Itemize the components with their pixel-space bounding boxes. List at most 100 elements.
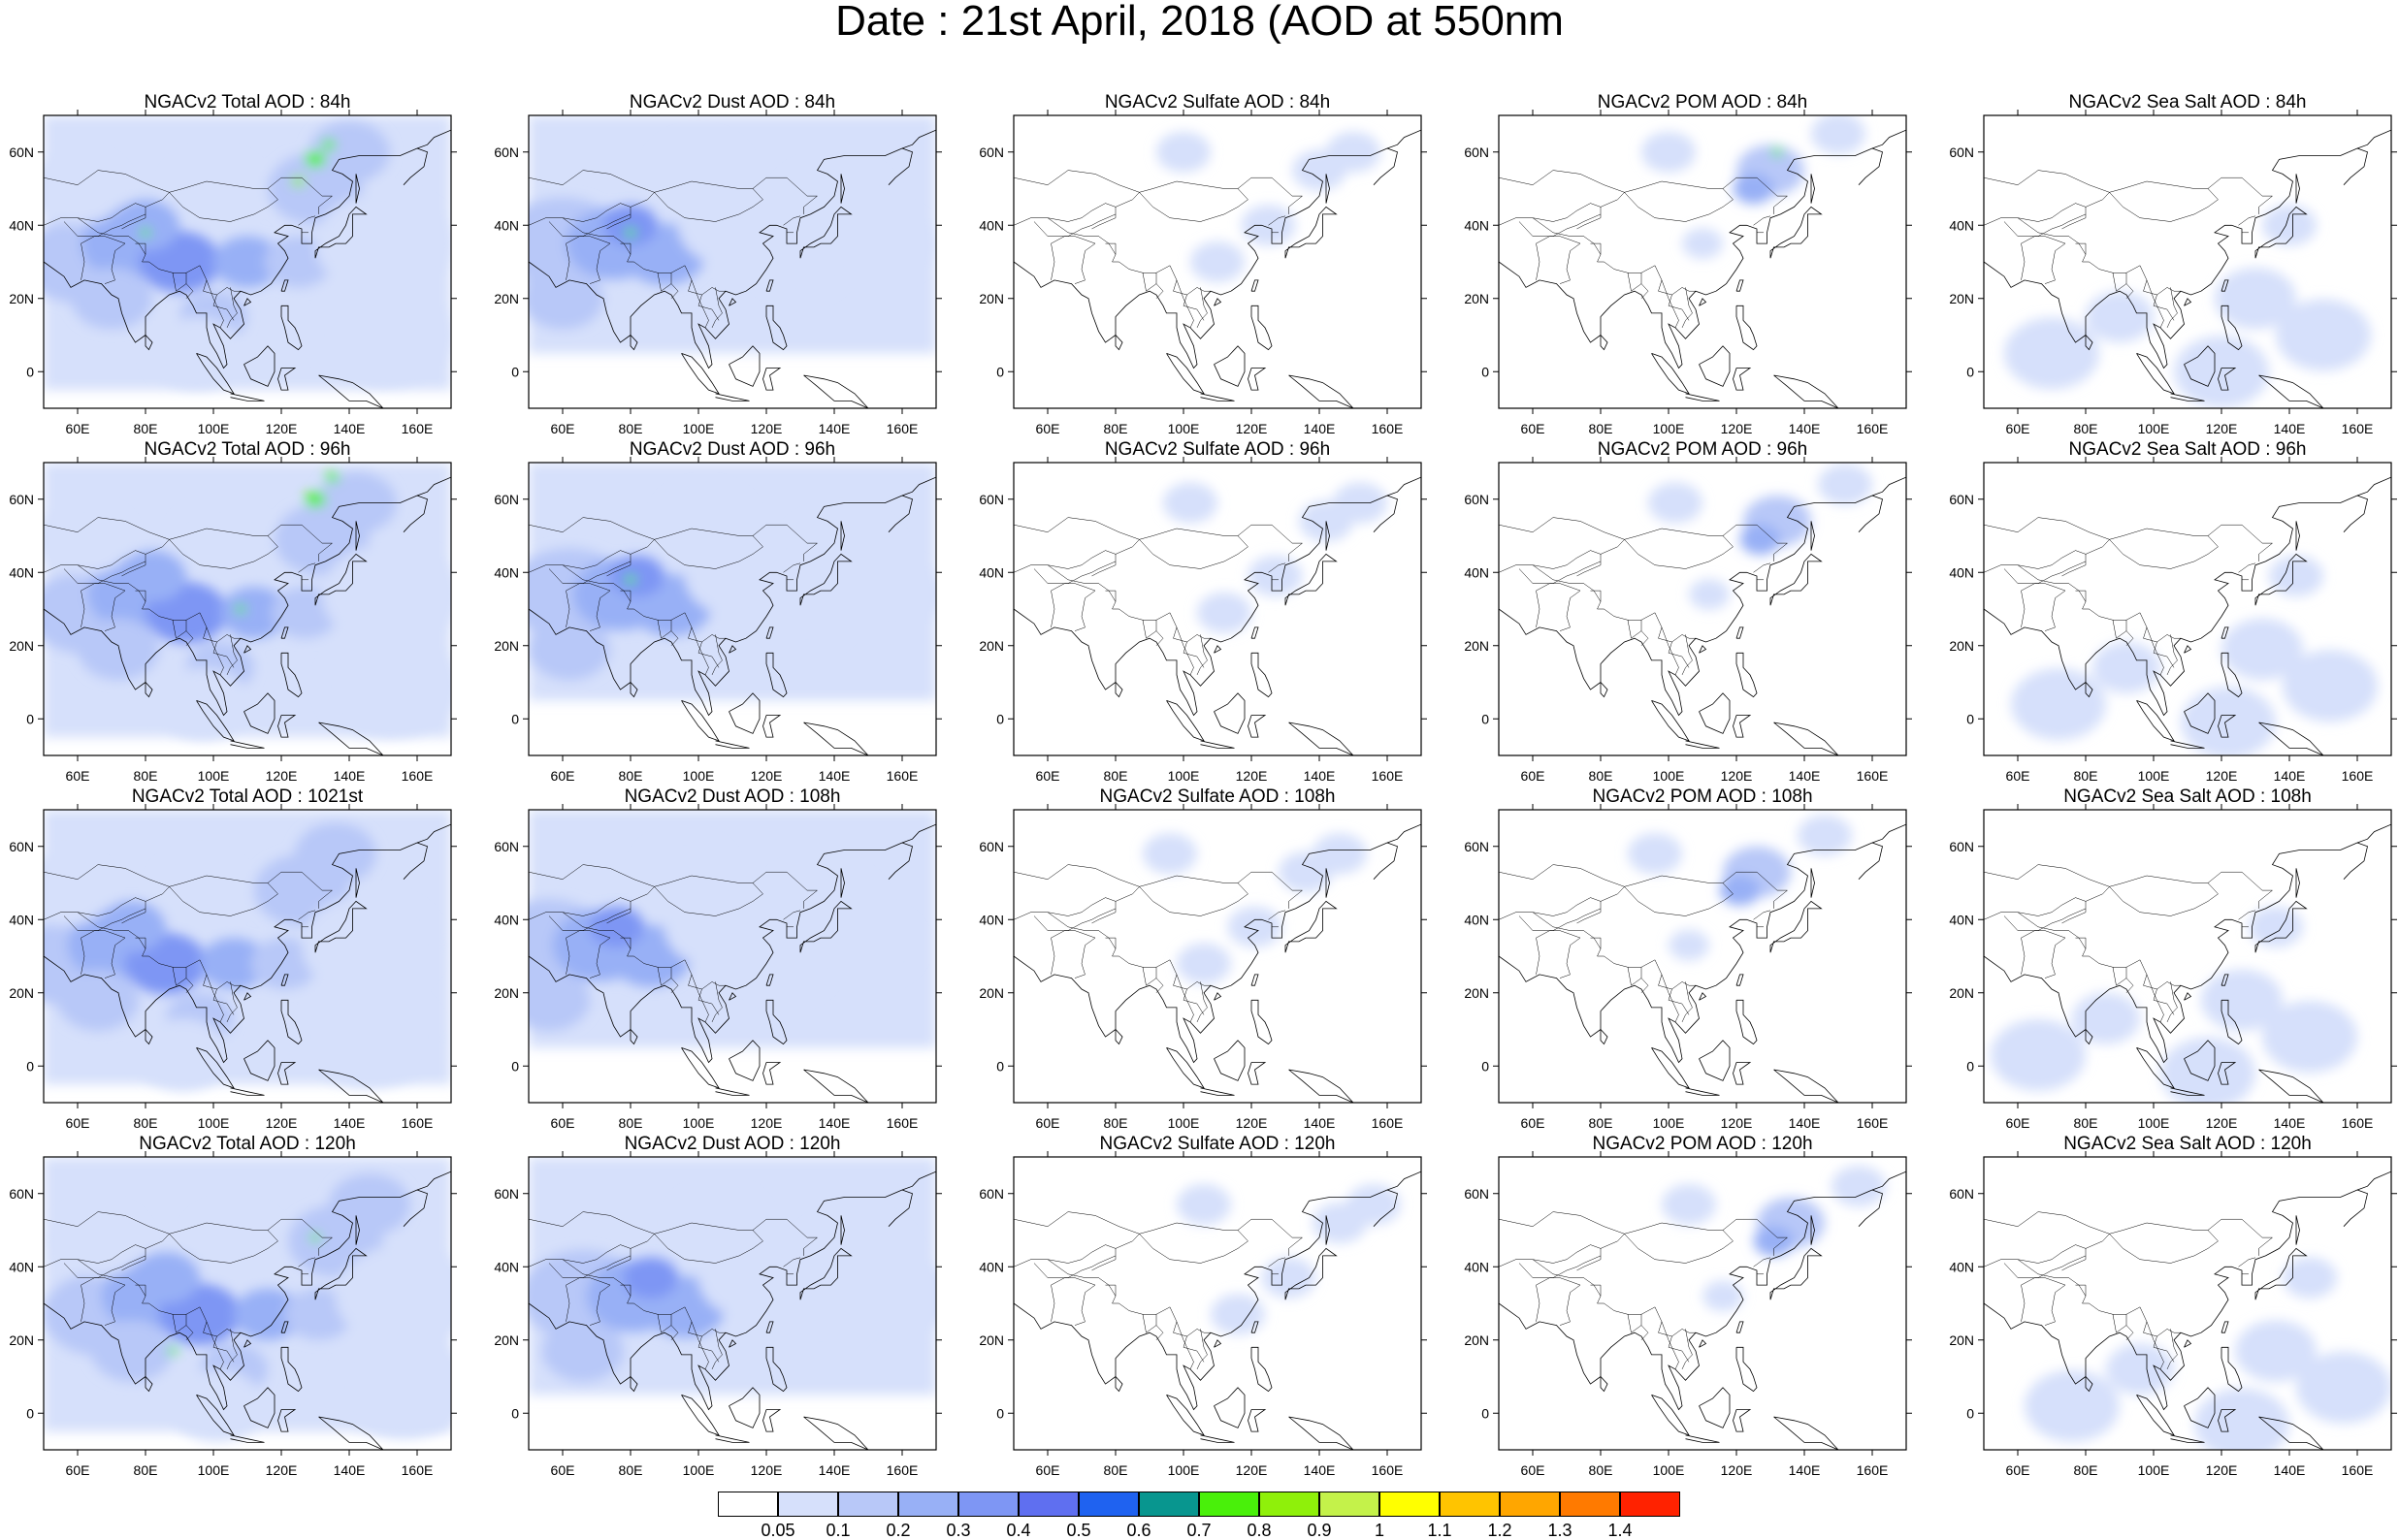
panel-title: NGACv2 Sea Salt AOD : 96h [2068,439,2307,460]
country-border [2017,550,2087,569]
aod-patch [1662,1184,1716,1226]
lon-tick-label: 60E [1036,1462,1060,1478]
country-border [1590,242,1602,255]
coastline [803,374,869,408]
country-border [212,1335,235,1363]
country-border [1984,1259,2181,1337]
coastline [2170,1087,2205,1096]
lat-tick-label: 40N [1949,564,1974,580]
lon-tick-label: 100E [2138,768,2170,784]
lon-tick-label: 80E [619,421,643,436]
coastline [314,1247,368,1300]
aod-patch [1669,929,1709,961]
country-border [1047,203,1117,222]
coastline [765,1346,788,1393]
coastline [762,1062,782,1085]
lon-tick-label: 60E [551,421,575,436]
aod-patch [2004,317,2099,390]
country-border [2125,1314,2134,1340]
colorbar-label: 0.6 [1126,1521,1151,1540]
lat-tick-label: 0 [1966,1405,1974,1421]
coastline [196,353,235,395]
lon-tick-label: 60E [2006,1462,2030,1478]
lon-tick-label: 100E [1653,421,1685,436]
aod-patch [234,1288,302,1340]
coastline [1288,1069,1354,1103]
lon-tick-label: 120E [2206,1462,2238,1478]
coastline [729,992,737,1001]
country-border [1627,620,1642,639]
panel-title: NGACv2 Total AOD : 120h [139,1134,356,1154]
aod-patch [325,471,340,483]
coastline [1200,393,1235,401]
country-border [2112,620,2127,639]
map-panel: NGACv2 Total AOD : 84h 60E 80E 100E 120E 140E… [9,92,524,441]
country-border [1627,967,1642,986]
map-frame [1498,1156,1907,1451]
aod-patch [71,268,152,330]
country-border [1518,561,1602,584]
country-border [1014,1211,1304,1256]
panel-title: NGACv2 POM AOD : 96h [1597,439,1808,460]
lat-tick-label: 20N [494,985,519,1001]
coastline [1858,147,1883,185]
coastline [230,1087,265,1096]
coastline [2136,1395,2175,1436]
aod-patch [167,1347,178,1356]
country-border [691,1321,709,1370]
coastline [2218,1062,2237,1085]
country-border [606,539,655,577]
map-panel: NGACv2 Sulfate AOD : 84h 60E 80E 100E 120E 14… [979,92,1494,441]
aod-patch [2106,1343,2174,1396]
country-border [691,974,709,1023]
coastline [1288,374,1354,408]
map-frame [528,1156,937,1451]
country-border [1196,1329,1208,1370]
coastline [2258,1416,2324,1450]
aod-field [529,115,936,408]
map-frame [1013,809,1422,1104]
aod-patch [44,152,125,225]
country-border [172,620,187,639]
country-border [1155,967,1164,993]
lat-tick-label: 0 [26,711,34,726]
colorbar-label: 0.7 [1186,1521,1212,1540]
aod-map: 60E 80E 100E 120E 140E 160E 60N 40N 20N 0 [494,110,942,436]
coastline [630,1029,638,1045]
country-border [226,287,238,329]
country-border [1532,203,1602,222]
coastline [1325,1215,1330,1245]
country-border [1576,886,1625,924]
lon-tick-label: 100E [198,1462,230,1478]
coastline [1600,1029,1608,1045]
coastline [44,476,451,717]
map-frame [1498,114,1907,409]
lat-tick-label: 60N [9,144,34,160]
aod-patch [78,618,159,681]
coastline [729,1387,761,1428]
country-border [63,1255,146,1278]
coastline [715,393,750,401]
coastline [729,692,761,734]
coastline [765,999,788,1045]
panel-title: NGACv2 Sea Salt AOD : 84h [2068,92,2307,112]
lat-tick-label: 60N [1949,839,1974,854]
aod-patch [118,550,186,602]
country-border [711,1329,723,1370]
lat-tick-label: 60N [1464,144,1489,160]
aod-map: 60E 80E 100E 120E 140E 160E 60N 40N 20N 0 [494,457,942,784]
coastline [1735,626,1744,639]
country-border [2166,634,2178,676]
lon-tick-label: 100E [1168,1115,1200,1131]
country-border [298,215,316,226]
aod-patch [1227,906,1282,947]
country-border [172,1314,187,1333]
country-border [135,590,146,602]
country-border [1091,539,1140,577]
country-border [562,1244,632,1264]
coastline [1810,1215,1815,1245]
lon-tick-label: 140E [2274,1462,2306,1478]
country-border [1014,217,1211,296]
lon-tick-label: 160E [1372,768,1404,784]
lat-tick-label: 60N [1949,492,1974,507]
